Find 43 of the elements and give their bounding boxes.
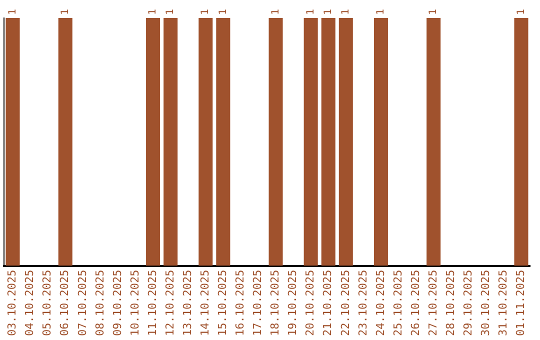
data-label: 1 — [148, 8, 159, 15]
data-label: 1 — [340, 8, 352, 15]
x-tick-label: 29.10.2025 — [461, 270, 474, 336]
data-label: 1 — [200, 8, 212, 15]
x-tick-label: 08.10.2025 — [93, 270, 106, 336]
x-tick-label: 22.10.2025 — [338, 270, 352, 336]
x-tick-label: 14.10.2025 — [198, 270, 212, 336]
x-tick-label: 23.10.2025 — [356, 270, 370, 336]
x-tick-label: 09.10.2025 — [110, 270, 124, 336]
x-tick-label: 01.11.2025 — [514, 270, 528, 336]
x-tick-label: 19.10.2025 — [286, 270, 300, 336]
x-tick-label: 04.10.2025 — [23, 270, 36, 336]
x-tick-label: 10.10.2025 — [128, 270, 142, 336]
x-tick-label: 07.10.2025 — [76, 270, 89, 336]
x-tick-label: 05.10.2025 — [40, 270, 54, 336]
x-tick-label: 06.10.2025 — [58, 270, 72, 336]
x-tick-label: 18.10.2025 — [268, 270, 282, 336]
x-tick-label: 03.10.2025 — [6, 270, 19, 336]
x-tick-label: 28.10.2025 — [444, 270, 457, 336]
data-label: 1 — [218, 8, 229, 15]
x-tick-label: 13.10.2025 — [180, 270, 194, 336]
x-tick-label: 15.10.2025 — [216, 270, 230, 336]
data-label: 1 — [428, 8, 440, 15]
x-tick-label: 24.10.2025 — [374, 270, 387, 336]
x-tick-label: 17.10.2025 — [251, 270, 264, 336]
data-label: 1 — [305, 8, 316, 15]
x-tick-label: 30.10.2025 — [479, 270, 492, 336]
data-label: 1 — [7, 8, 18, 15]
data-label: 1 — [60, 8, 71, 15]
x-tick-label: 11.10.2025 — [146, 270, 159, 336]
data-label: 1 — [322, 8, 334, 15]
x-tick-label: 21.10.2025 — [321, 270, 334, 336]
x-tick-label: 16.10.2025 — [234, 270, 247, 336]
data-label: 1 — [270, 8, 282, 15]
data-label: 1 — [165, 8, 176, 15]
x-tick-label: 20.10.2025 — [304, 270, 317, 336]
x-tick-label: 26.10.2025 — [408, 270, 422, 336]
data-label: 1 — [516, 8, 527, 15]
x-tick-label: 12.10.2025 — [163, 270, 176, 336]
x-tick-label: 27.10.2025 — [426, 270, 440, 336]
x-tick-label: 25.10.2025 — [391, 270, 404, 336]
x-tick-label: 31.10.2025 — [496, 270, 510, 336]
data-label: 1 — [376, 8, 387, 15]
